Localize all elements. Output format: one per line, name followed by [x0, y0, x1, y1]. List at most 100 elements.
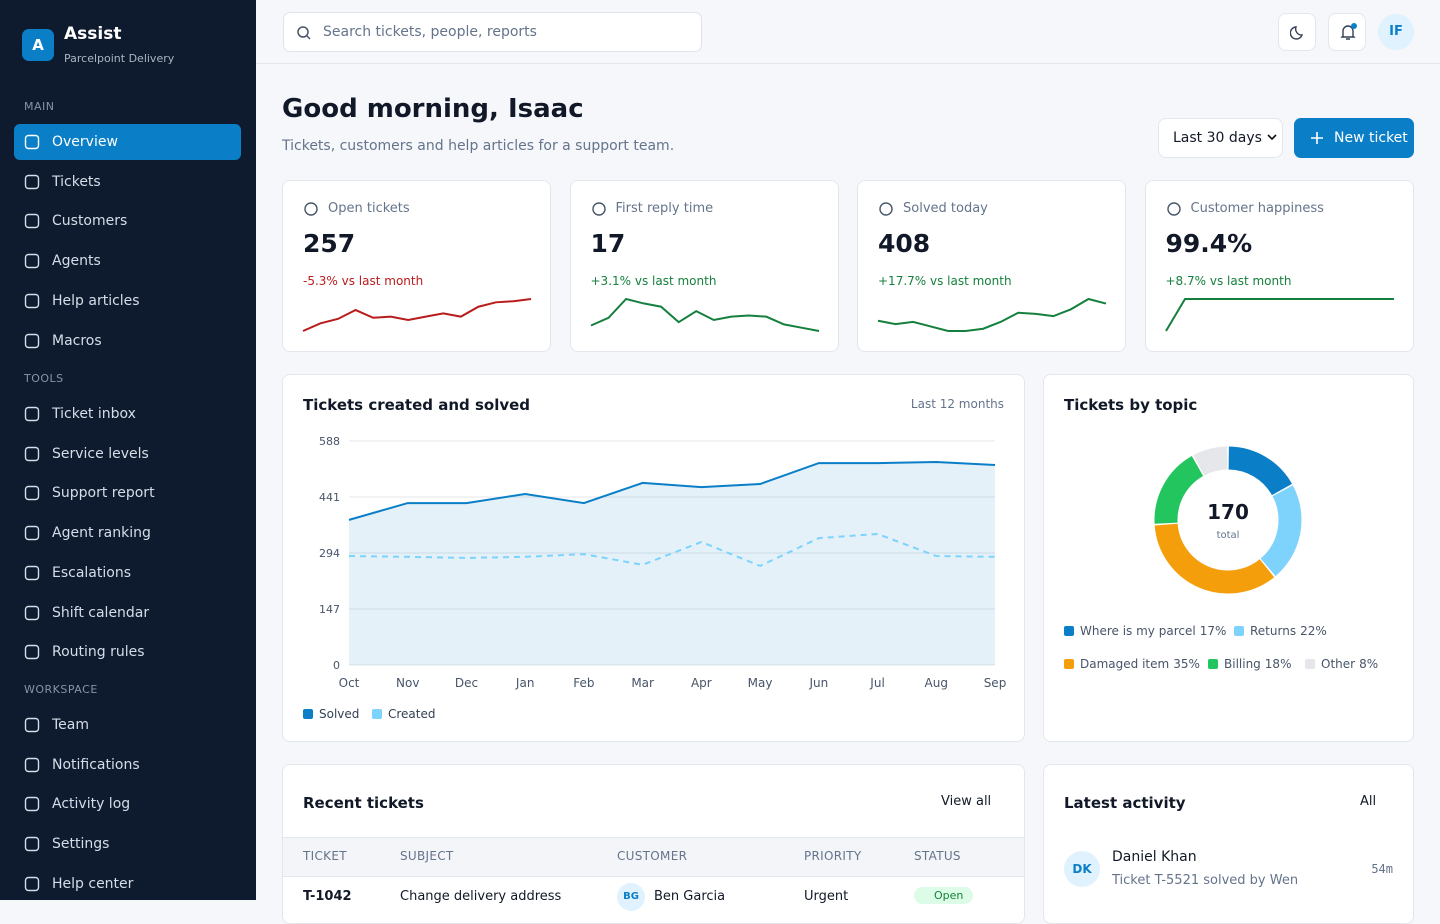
x-tick-label: Oct: [339, 676, 360, 690]
nav-item[interactable]: Help center: [14, 866, 241, 902]
kpi-card: Open tickets 257 -5.3% vs last month: [282, 180, 551, 352]
nav-item[interactable]: Agents: [14, 243, 241, 279]
x-tick-label: Dec: [455, 676, 478, 690]
nav-item[interactable]: Service levels: [14, 436, 241, 472]
nav-label: Team: [52, 717, 90, 733]
donut-total: 170: [1207, 500, 1249, 524]
icon-shape: [1166, 202, 1181, 216]
nav-section-title: TOOLS: [24, 372, 64, 385]
nav-item[interactable]: Team: [14, 707, 241, 743]
recent-card: Recent tickets View all TICKET SUBJECT CUS…: [282, 764, 1025, 924]
activity-time: 54m: [1371, 862, 1393, 876]
nav-item[interactable]: Shift calendar: [14, 595, 241, 631]
priority: Urgent: [804, 889, 849, 904]
nav-item[interactable]: Agent ranking: [14, 515, 241, 551]
nav-item[interactable]: Overview: [14, 124, 241, 160]
x-tick-label: Jun: [808, 676, 828, 690]
x-tick-label: Nov: [396, 676, 419, 690]
view-all-link[interactable]: View all: [941, 794, 992, 809]
nav-label: Agents: [52, 253, 101, 270]
nav-item[interactable]: Settings: [14, 826, 241, 862]
nav-item[interactable]: Macros: [14, 323, 241, 359]
nav-icon: [24, 836, 40, 852]
nav-item[interactable]: Tickets: [14, 164, 241, 200]
legend-swatch: [1234, 626, 1244, 636]
column-header: PRIORITY: [804, 849, 862, 863]
logo: A: [22, 29, 54, 61]
theme-button[interactable]: [1278, 13, 1316, 51]
nav-icon: [24, 174, 40, 189]
icon-shape: [24, 565, 40, 580]
nav-icon: [24, 214, 40, 229]
card-title: Recent tickets: [303, 794, 424, 812]
legend-label: Created: [388, 707, 436, 721]
nav-label: Shift calendar: [52, 604, 150, 621]
series-line: [348, 460, 996, 521]
nav-icon: [24, 446, 40, 461]
area: [349, 461, 995, 665]
legend-label: Billing 18%: [1224, 657, 1291, 671]
y-tick-label: 147: [319, 603, 340, 616]
card-title: Tickets created and solved: [303, 396, 531, 414]
range-select[interactable]: Last 30 days: [1158, 118, 1283, 158]
icon-shape: [24, 757, 40, 772]
icon-shape: [24, 836, 40, 852]
x-tick-label: Apr: [691, 676, 712, 690]
card-title: Latest activity: [1064, 794, 1186, 812]
sparkline-line: [1164, 298, 1394, 332]
pie-card: Tickets by topic 170 total Where is my par…: [1043, 374, 1414, 742]
nav-item[interactable]: Notifications: [14, 747, 241, 783]
icon-shape: [24, 644, 40, 660]
column-header: TICKET: [303, 849, 347, 863]
org-name: Parcelpoint Delivery: [64, 52, 175, 65]
legend-label: Damaged item 35%: [1080, 657, 1200, 671]
nav-item[interactable]: Routing rules: [14, 634, 241, 670]
legend-value: 8%: [1359, 657, 1378, 671]
nav-item[interactable]: Ticket inbox: [14, 396, 241, 432]
nav-label: Agent ranking: [52, 525, 151, 542]
nav-label: Service levels: [52, 445, 149, 462]
legend-swatch: [303, 709, 313, 719]
search[interactable]: Search tickets, people, reports: [283, 12, 702, 52]
ticket-subject: Change delivery address: [400, 889, 562, 904]
activity-text: Ticket T-5521 solved by Wen: [1112, 873, 1299, 888]
x-tick-label: May: [748, 676, 773, 690]
page-title: Good morning, Isaac: [282, 94, 584, 124]
avatar[interactable]: IF: [1378, 14, 1414, 50]
notifications-button[interactable]: [1328, 13, 1366, 51]
icon-shape: [24, 406, 40, 422]
nav-label: Help articles: [52, 292, 140, 309]
column-header: SUBJECT: [400, 849, 454, 863]
nav-label: Activity log: [52, 796, 131, 813]
y-tick-label: 588: [319, 435, 340, 448]
legend-name: Billing: [1224, 657, 1261, 671]
nav-item[interactable]: Customers: [14, 203, 241, 239]
search-placeholder: Search tickets, people, reports: [323, 24, 537, 40]
nav-label: Settings: [52, 836, 110, 853]
nav-label: Tickets: [52, 173, 101, 190]
kpi-delta: +17.7% vs last month: [878, 274, 1012, 288]
legend-value: 22%: [1300, 624, 1327, 638]
nav-item[interactable]: Help articles: [14, 283, 241, 319]
legend-name: Returns: [1250, 624, 1296, 638]
nav-item[interactable]: Escalations: [14, 555, 241, 591]
icon-shape: [24, 134, 40, 150]
nav-icon: [24, 293, 40, 308]
new-ticket-button[interactable]: New ticket: [1294, 118, 1414, 158]
card-title: Tickets by topic: [1064, 396, 1198, 414]
all-link[interactable]: All: [1360, 794, 1377, 809]
sparkline-line: [877, 297, 1107, 332]
legend-name: Damaged item: [1080, 657, 1169, 671]
kpi-value: 408: [878, 229, 931, 258]
nav-icon: [24, 253, 40, 269]
x-tick-label: Feb: [573, 676, 594, 690]
line-chart: 0 147 294 441 588 Oct Nov Dec Jan Feb Mar Apr May Jun…: [303, 435, 1007, 721]
nav-item[interactable]: Support report: [14, 475, 241, 511]
nav-item[interactable]: Activity log: [14, 786, 241, 822]
legend-name: Other: [1321, 657, 1355, 671]
legend-name: Where is my parcel: [1080, 624, 1196, 638]
nav-label: Help center: [52, 875, 134, 892]
x-tick-label: Sep: [984, 676, 1007, 690]
legend-value: 18%: [1265, 657, 1292, 671]
nav-icon: [24, 134, 40, 150]
